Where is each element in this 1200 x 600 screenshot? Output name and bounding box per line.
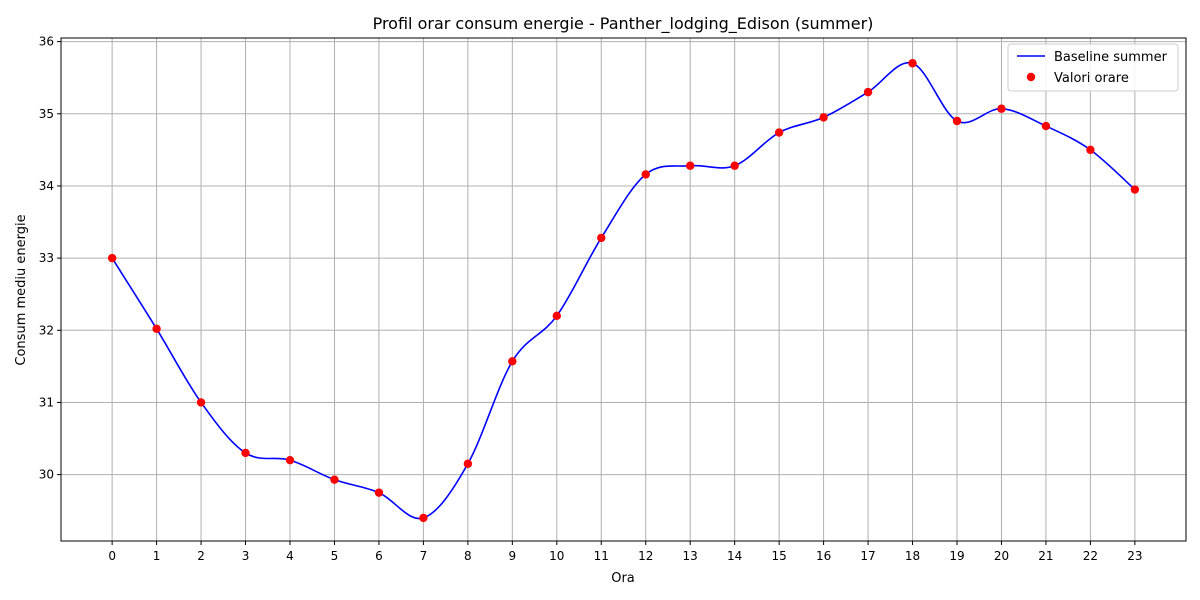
x-tick-label: 1 [153, 549, 161, 563]
x-tick-label: 14 [727, 549, 742, 563]
data-point [952, 116, 962, 126]
series-line-baseline [111, 61, 1136, 520]
data-point [685, 161, 695, 170]
x-tick-label: 3 [242, 549, 250, 563]
x-tick-label: 21 [1038, 549, 1053, 563]
plot-frame [60, 37, 1187, 542]
x-axis: 0 1 2 3 4 5 6 7 8 9 10 11 12 13 14 15 16 17 18 19 20 21 22 23 [108, 541, 1143, 563]
grid [61, 38, 1186, 541]
x-tick-label: 18 [905, 549, 920, 563]
y-axis-label: Consum mediu energie [14, 214, 29, 365]
x-tick-label: 15 [771, 549, 786, 563]
y-tick-label: 30 [39, 468, 54, 482]
legend-label-values: Valori orare [1054, 71, 1129, 86]
x-tick-label: 4 [286, 549, 294, 563]
x-tick-label: 6 [375, 549, 383, 563]
y-tick-label: 34 [39, 179, 54, 193]
y-tick-label: 35 [39, 107, 54, 121]
data-point [908, 59, 917, 68]
x-tick-label: 7 [420, 549, 428, 563]
legend: Baseline summer Valori orare [1007, 43, 1179, 92]
data-point [1086, 145, 1095, 155]
data-point [641, 170, 650, 179]
x-tick-label: 13 [683, 549, 698, 563]
data-point [463, 459, 473, 468]
data-point [285, 455, 295, 465]
x-axis-label: Ora [611, 571, 635, 586]
y-tick-label: 31 [39, 395, 54, 409]
data-point [730, 161, 739, 170]
data-point [107, 253, 117, 263]
data-point [196, 398, 206, 407]
x-tick-label: 22 [1083, 549, 1098, 563]
data-point [508, 357, 517, 366]
data-point [330, 475, 339, 484]
x-tick-label: 9 [509, 549, 517, 563]
legend-marker-swatch [1026, 72, 1036, 82]
x-tick-label: 23 [1127, 549, 1142, 563]
data-point [241, 448, 250, 458]
data-point [863, 87, 873, 97]
x-tick-label: 20 [994, 549, 1009, 563]
data-point [597, 233, 606, 243]
y-tick-label: 33 [39, 251, 54, 265]
data-point [419, 513, 428, 523]
legend-label-baseline: Baseline summer [1054, 50, 1168, 65]
legend-box [1007, 43, 1179, 92]
data-point [819, 113, 828, 122]
x-tick-label: 10 [549, 549, 564, 563]
x-tick-label: 17 [860, 549, 875, 563]
x-tick-label: 8 [464, 549, 472, 563]
data-point [997, 104, 1006, 113]
y-axis: 30 31 32 33 34 35 36 [39, 35, 61, 482]
chart-title: Profil orar consum energie - Panther_lod… [373, 14, 874, 34]
data-point [374, 488, 384, 497]
x-tick-label: 0 [108, 549, 116, 563]
x-tick-label: 11 [594, 549, 609, 563]
series-layer [107, 59, 1140, 523]
x-tick-label: 12 [638, 549, 653, 563]
x-tick-label: 19 [949, 549, 964, 563]
data-point [1041, 121, 1051, 131]
data-point [774, 128, 784, 137]
x-tick-label: 16 [816, 549, 831, 563]
data-point [152, 324, 161, 334]
x-tick-label: 2 [197, 549, 205, 563]
x-tick-label: 5 [331, 549, 339, 563]
data-point [552, 311, 562, 321]
y-tick-label: 32 [39, 323, 54, 337]
y-tick-label: 36 [39, 35, 54, 49]
data-point [1130, 185, 1140, 194]
